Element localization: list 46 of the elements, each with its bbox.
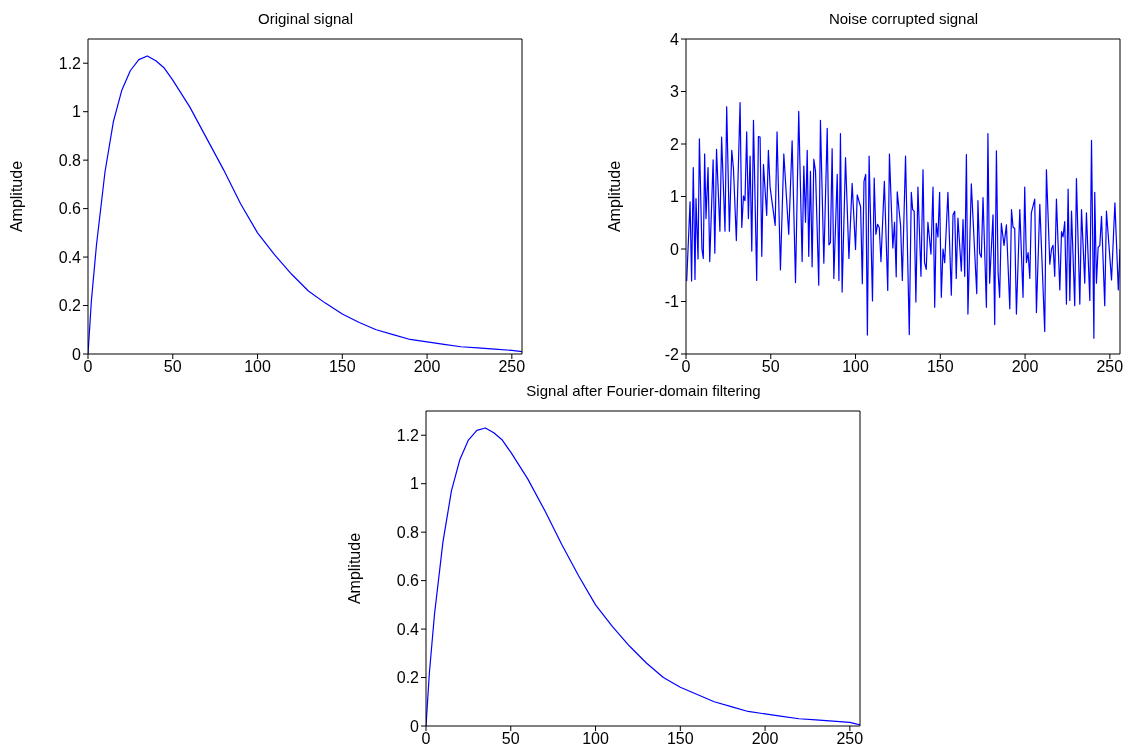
y-tick-label: 3 [670, 83, 680, 101]
x-tick-label: 150 [666, 730, 694, 748]
y-tick-label: 0.6 [58, 200, 82, 218]
x-tick-label: 150 [328, 358, 356, 376]
line-series [686, 101, 1120, 339]
x-tick-label: 0 [421, 730, 431, 748]
x-tick-label: 100 [842, 358, 869, 376]
y-tick-label: 0.8 [58, 151, 82, 169]
y-tick-label: 0 [670, 240, 680, 258]
x-tick-label: 100 [582, 730, 609, 748]
chart-title: Signal after Fourier-domain filtering [525, 382, 762, 399]
chart-title: Noise corrupted signal [827, 10, 980, 27]
y-tick-label: 0.2 [396, 669, 420, 687]
y-tick-label: 0 [410, 717, 420, 735]
y-tick-label: 0.4 [58, 248, 82, 266]
y-axis-title: Amplitude [605, 160, 623, 233]
x-tick-label: 200 [751, 730, 779, 748]
x-tick-label: 0 [83, 358, 93, 376]
x-tick-label: 200 [1011, 358, 1039, 376]
x-tick-label: 150 [926, 358, 954, 376]
x-tick-label: 0 [681, 358, 691, 376]
y-tick-label: 4 [670, 30, 680, 48]
y-tick-label: -2 [664, 345, 680, 363]
y-tick-label: 1.2 [396, 426, 420, 444]
x-tick-label: 50 [501, 730, 520, 748]
y-tick-label: 1 [72, 103, 82, 121]
y-tick-label: 1 [410, 475, 420, 493]
x-tick-label: 100 [244, 358, 271, 376]
y-tick-label: 0.8 [396, 523, 420, 541]
y-tick-label: 1.2 [58, 54, 82, 72]
y-tick-label: 2 [670, 135, 680, 153]
x-tick-label: 50 [761, 358, 780, 376]
x-tick-label: 200 [413, 358, 441, 376]
y-tick-label: 0 [72, 345, 82, 363]
y-tick-label: -1 [664, 293, 680, 311]
x-tick-label: 250 [836, 730, 864, 748]
y-tick-label: 0.6 [396, 572, 420, 590]
y-tick-label: 0.4 [396, 620, 420, 638]
x-tick-label: 250 [498, 358, 526, 376]
x-tick-label: 50 [163, 358, 182, 376]
y-tick-label: 0.2 [58, 297, 82, 315]
y-tick-label: 1 [670, 188, 680, 206]
y-axis-title: Amplitude [7, 160, 25, 233]
x-tick-label: 250 [1096, 358, 1124, 376]
y-axis-title: Amplitude [345, 532, 363, 605]
chart-title: Original signal [256, 10, 354, 27]
